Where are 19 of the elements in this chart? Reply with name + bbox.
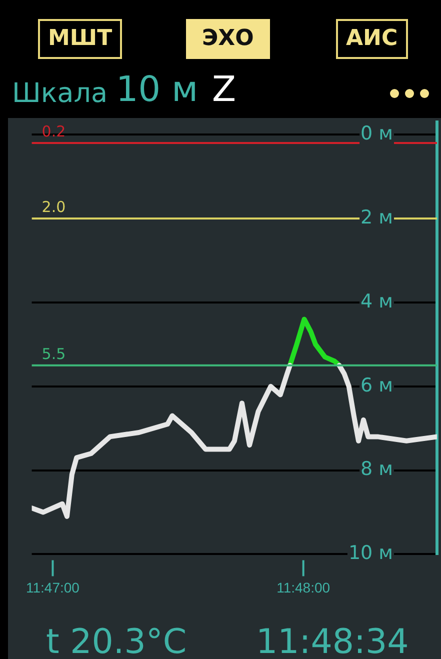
text: t 20.3°C <box>46 622 187 659</box>
text: ЭХО <box>186 19 270 59</box>
text: МШТ <box>38 19 122 59</box>
ref-line-label: 0.2 <box>42 122 66 140</box>
text: АИС <box>336 19 408 59</box>
text: 11:48:34 <box>256 622 409 659</box>
text: Z <box>212 70 236 110</box>
y-tick-label: 0 м <box>360 122 393 145</box>
y-tick-label: 8 м <box>360 458 393 480</box>
x-tick-label: 11:47:00 <box>26 579 80 596</box>
ref-line-label: 5.5 <box>42 344 66 363</box>
x-tick-label: 11:48:00 <box>276 579 330 596</box>
y-tick-label: 6 м <box>360 374 393 396</box>
y-tick-label: 10 м <box>348 542 393 564</box>
y-tick-label: 4 м <box>360 290 393 312</box>
ref-line-label: 2.0 <box>42 198 66 216</box>
y-tick-label: 2 м <box>360 206 393 228</box>
text: 10 м <box>116 70 198 110</box>
text: Шкала <box>12 78 108 109</box>
